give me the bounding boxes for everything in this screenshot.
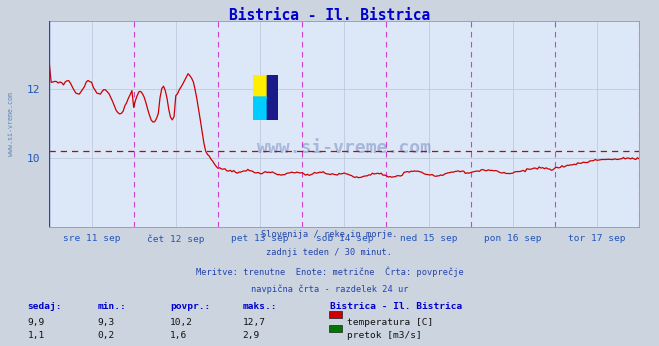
Text: pretok [m3/s]: pretok [m3/s] bbox=[347, 331, 422, 340]
Text: 1,6: 1,6 bbox=[170, 331, 187, 340]
Text: sedaj:: sedaj: bbox=[28, 302, 62, 311]
Text: povpr.:: povpr.: bbox=[170, 302, 210, 311]
Bar bbox=[253, 75, 267, 97]
Text: 0,2: 0,2 bbox=[98, 331, 115, 340]
Bar bbox=[267, 75, 278, 120]
Text: 9,3: 9,3 bbox=[98, 318, 115, 327]
Text: Bistrica - Il. Bistrica: Bistrica - Il. Bistrica bbox=[330, 302, 462, 311]
Text: 2,9: 2,9 bbox=[243, 331, 260, 340]
Text: temperatura [C]: temperatura [C] bbox=[347, 318, 434, 327]
Text: 9,9: 9,9 bbox=[28, 318, 45, 327]
Polygon shape bbox=[253, 97, 267, 120]
Text: www.si-vreme.com: www.si-vreme.com bbox=[257, 139, 432, 157]
Text: zadnji teden / 30 minut.: zadnji teden / 30 minut. bbox=[266, 248, 393, 257]
Text: 1,1: 1,1 bbox=[28, 331, 45, 340]
Text: 10,2: 10,2 bbox=[170, 318, 193, 327]
Text: Slovenija / reke in morje.: Slovenija / reke in morje. bbox=[261, 230, 398, 239]
Text: maks.:: maks.: bbox=[243, 302, 277, 311]
Text: Bistrica - Il. Bistrica: Bistrica - Il. Bistrica bbox=[229, 8, 430, 22]
Text: navpična črta - razdelek 24 ur: navpična črta - razdelek 24 ur bbox=[251, 284, 408, 293]
Bar bbox=[253, 97, 267, 120]
Polygon shape bbox=[267, 75, 278, 120]
Text: min.:: min.: bbox=[98, 302, 127, 311]
Text: Meritve: trenutne  Enote: metrične  Črta: povprečje: Meritve: trenutne Enote: metrične Črta: … bbox=[196, 266, 463, 276]
Text: 12,7: 12,7 bbox=[243, 318, 266, 327]
Text: www.si-vreme.com: www.si-vreme.com bbox=[8, 92, 14, 156]
